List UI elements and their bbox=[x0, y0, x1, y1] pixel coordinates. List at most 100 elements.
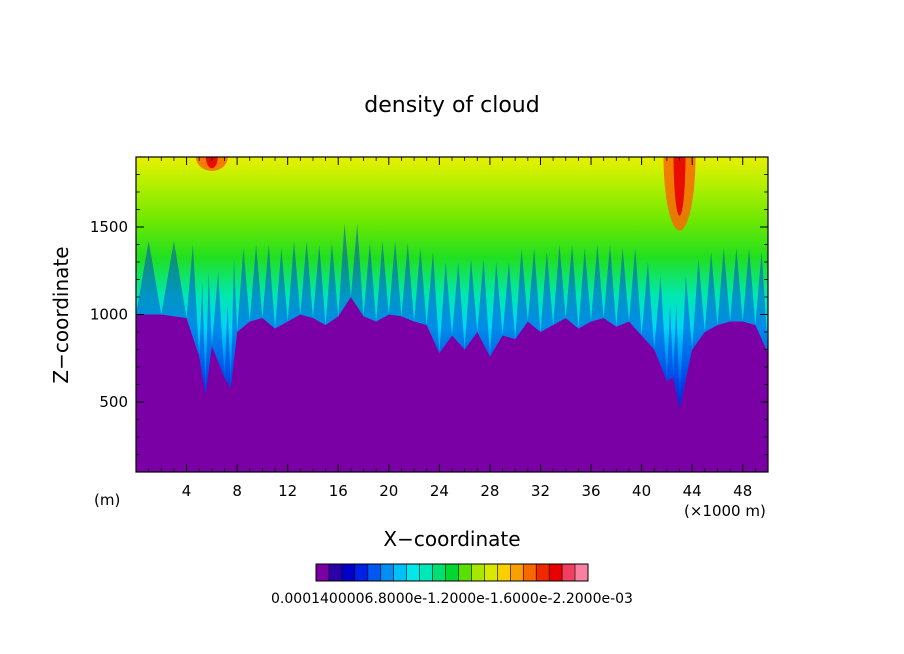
cloud-streak bbox=[452, 262, 465, 350]
x-unit-right: (×1000 m) bbox=[684, 502, 766, 520]
cloud-streak bbox=[275, 248, 288, 329]
chart-title: density of cloud bbox=[364, 93, 539, 118]
cloud-streak bbox=[300, 241, 313, 318]
colorbar-swatch bbox=[367, 564, 382, 581]
cloud-streak bbox=[464, 258, 478, 350]
cloud-streak bbox=[654, 276, 667, 381]
y-axis: 500 1000 1500 bbox=[90, 174, 768, 455]
y-tick-label: 1500 bbox=[90, 218, 128, 236]
cloud-streak bbox=[312, 244, 326, 325]
colorbar-labels: 0.0001400006.8000e-1.2000e-1.6000e-2.200… bbox=[271, 591, 633, 607]
colorbar-swatch bbox=[497, 564, 511, 581]
cloud-streak bbox=[199, 283, 206, 395]
cloud-streak bbox=[224, 304, 231, 388]
cloud-streak bbox=[262, 244, 276, 329]
cloud-streak bbox=[161, 241, 187, 318]
x-tick-label: 40 bbox=[632, 482, 651, 500]
x-tick-label: 44 bbox=[683, 482, 702, 500]
x-tick-label: 20 bbox=[379, 482, 398, 500]
cloud-streak bbox=[515, 248, 528, 339]
cloud-streak bbox=[704, 251, 718, 332]
colorbar-swatch bbox=[510, 564, 524, 581]
colorbar-swatch bbox=[354, 564, 369, 581]
cloud-streak bbox=[553, 244, 566, 325]
y-tick-label: 1000 bbox=[90, 306, 128, 324]
colorbar bbox=[315, 563, 589, 582]
x-unit-left: (m) bbox=[94, 491, 120, 509]
colorbar-swatch bbox=[419, 564, 433, 581]
x-tick-label: 12 bbox=[278, 482, 297, 500]
cloud-streak bbox=[477, 258, 490, 357]
cloud-streak bbox=[439, 262, 452, 353]
x-tick-label: 36 bbox=[581, 482, 600, 500]
cloud-streak bbox=[540, 251, 554, 332]
cloud-streak bbox=[237, 248, 250, 332]
cloud-streak bbox=[616, 248, 629, 327]
cloud-streak bbox=[414, 248, 427, 325]
colorbar-swatch bbox=[316, 564, 330, 581]
cloud-streak bbox=[730, 248, 743, 322]
cloud-streak bbox=[186, 244, 200, 357]
x-tick-label: 8 bbox=[232, 482, 242, 500]
colorbar-swatch bbox=[562, 564, 576, 581]
x-tick-label: 48 bbox=[733, 482, 752, 500]
colorbar-swatch bbox=[523, 564, 537, 581]
y-axis-label: Z−coordinate bbox=[49, 246, 73, 383]
colorbar-swatch bbox=[575, 564, 589, 581]
x-tick-label: 4 bbox=[182, 482, 192, 500]
y-tick-label: 500 bbox=[99, 393, 128, 411]
colorbar-swatch bbox=[536, 564, 550, 581]
cloud-streak bbox=[205, 272, 212, 395]
cloud-streak bbox=[673, 304, 680, 409]
colorbar-swatch bbox=[380, 564, 395, 581]
colorbar-swatch bbox=[484, 564, 498, 581]
x-tick-label: 24 bbox=[430, 482, 449, 500]
cloud-streak bbox=[502, 262, 516, 339]
colorbar-swatch bbox=[432, 564, 446, 581]
cloud-streak bbox=[211, 272, 225, 378]
cloud-streak bbox=[742, 248, 756, 325]
cloud-streak bbox=[666, 304, 674, 381]
x-axis: 4 8 12 16 20 24 28 32 36 40 44 48 bbox=[148, 157, 756, 500]
x-axis-label: X−coordinate bbox=[383, 527, 520, 551]
cloud-streak bbox=[230, 258, 238, 388]
hot-spot-core bbox=[205, 157, 218, 169]
colorbar-swatch bbox=[458, 564, 472, 581]
cloud-streak bbox=[287, 241, 301, 322]
colorbar-swatch bbox=[471, 564, 485, 581]
cloud-streak bbox=[363, 242, 377, 322]
colorbar-swatch bbox=[445, 564, 459, 581]
cloud-streak bbox=[338, 223, 351, 317]
colorbar-swatch bbox=[549, 564, 563, 581]
x-tick-label: 28 bbox=[480, 482, 499, 500]
cloud-streak bbox=[249, 244, 263, 322]
x-tick-label: 16 bbox=[329, 482, 348, 500]
cloud-streak bbox=[489, 262, 503, 357]
cloud-streak bbox=[692, 258, 705, 350]
colorbar-swatch bbox=[393, 564, 407, 581]
cloud-streak bbox=[578, 248, 592, 329]
colorbar-swatch bbox=[328, 564, 343, 581]
cloud-streak bbox=[755, 251, 768, 353]
cloud-streak bbox=[401, 242, 415, 322]
cloud-streak bbox=[603, 244, 617, 327]
hot-spot-core bbox=[673, 157, 686, 216]
cloud-streak bbox=[325, 242, 339, 325]
cloud-streak bbox=[527, 248, 541, 332]
plot-area bbox=[136, 157, 768, 472]
cloud-streak bbox=[388, 241, 402, 317]
cloud-streak bbox=[679, 276, 693, 409]
cloud-streak bbox=[426, 251, 440, 353]
cloud-streak bbox=[717, 248, 731, 325]
cloud-streak bbox=[376, 241, 389, 322]
cloud-streak bbox=[641, 262, 655, 350]
colorbar-swatch bbox=[341, 564, 356, 581]
colorbar-frame bbox=[315, 563, 589, 582]
cloud-streak bbox=[628, 248, 642, 336]
cloud-streak bbox=[350, 223, 364, 317]
x-tick-label: 32 bbox=[531, 482, 550, 500]
cloud-streak bbox=[565, 244, 579, 329]
cloud-streak bbox=[591, 244, 604, 322]
cloud-streak bbox=[136, 241, 162, 315]
